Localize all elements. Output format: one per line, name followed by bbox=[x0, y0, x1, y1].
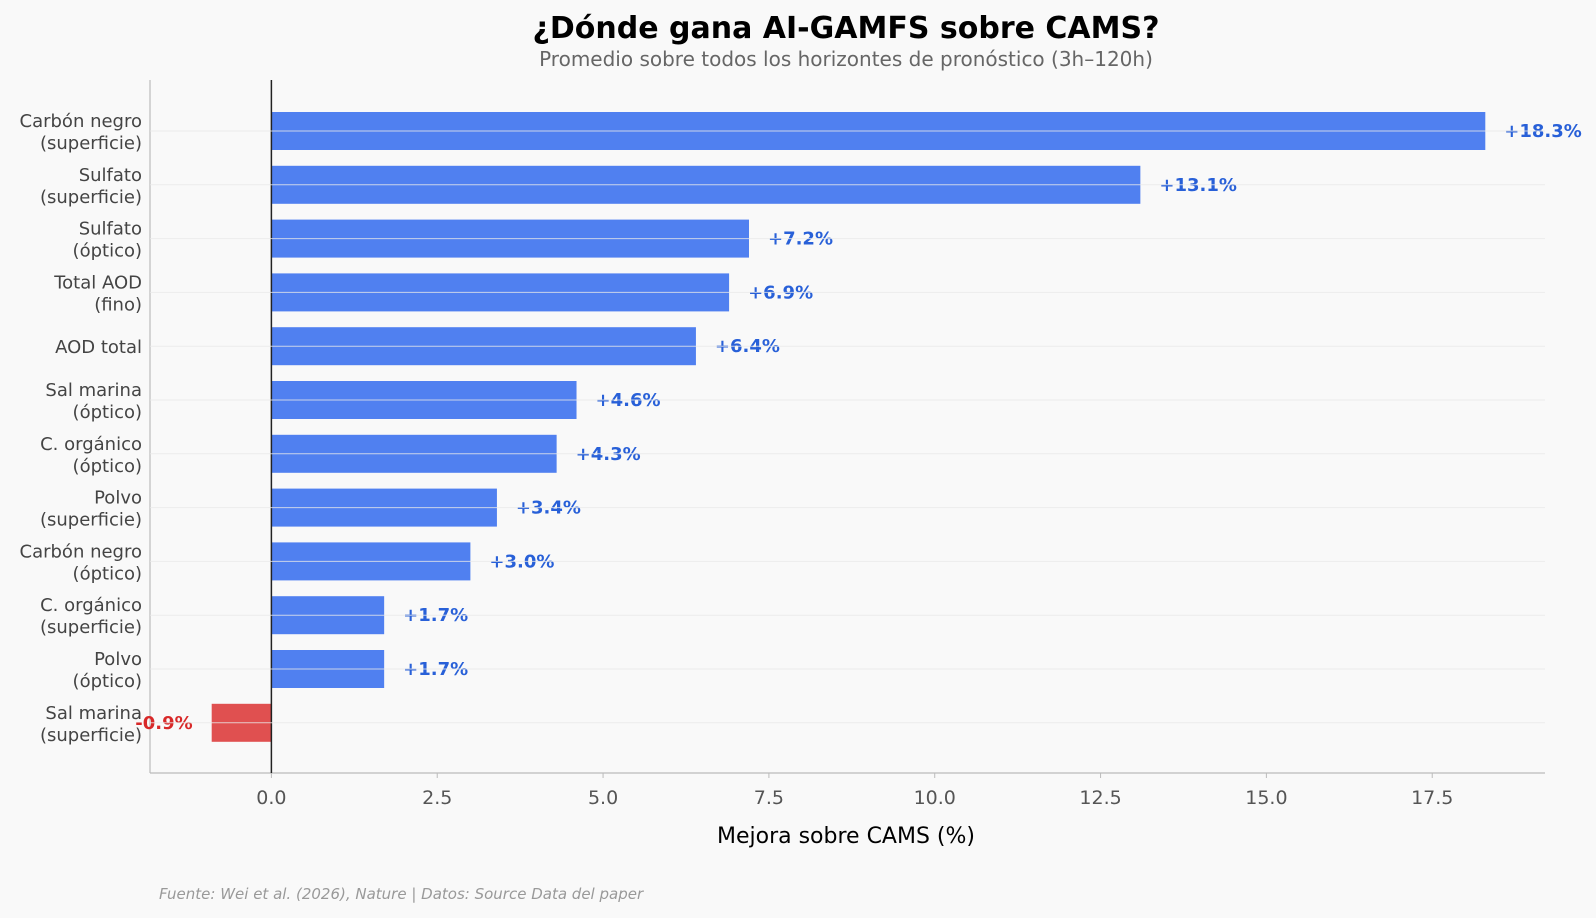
y-tick-label-line: (superficie) bbox=[40, 617, 142, 638]
y-tick-label: Carbón negro (óptico) bbox=[20, 541, 143, 584]
y-tick-label: Sal marina (óptico) bbox=[45, 380, 142, 423]
y-tick-label-line: Sal marina bbox=[45, 380, 142, 401]
x-tick-label: 5.0 bbox=[588, 787, 618, 809]
x-tick-label: 0.0 bbox=[256, 787, 286, 809]
x-tick-label: 15.0 bbox=[1245, 787, 1287, 809]
y-tick-label-line: (óptico) bbox=[73, 456, 142, 477]
axes bbox=[149, 80, 1545, 774]
y-tick-label-line: (óptico) bbox=[73, 402, 142, 423]
x-axis-label: Mejora sobre CAMS (%) bbox=[717, 824, 975, 849]
x-tick-label: 7.5 bbox=[754, 787, 784, 809]
bars bbox=[211, 112, 1486, 742]
y-tick-label-line: Sulfato bbox=[79, 165, 142, 186]
source-footer: Fuente: Wei et al. (2026), Nature | Dato… bbox=[159, 885, 644, 903]
y-tick-label: Total AOD (fino) bbox=[53, 272, 142, 315]
y-tick-label-line: (óptico) bbox=[73, 241, 142, 262]
y-tick-label-line: (superficie) bbox=[40, 133, 142, 154]
y-tick-label: Sal marina (superficie) bbox=[40, 703, 142, 746]
y-tick-label-line: C. orgánico bbox=[40, 595, 142, 616]
chart-subtitle: Promedio sobre todos los horizontes de p… bbox=[539, 47, 1153, 71]
y-tick-label-line: (óptico) bbox=[73, 671, 142, 692]
y-tick-label: Sulfato (superficie) bbox=[40, 165, 142, 208]
y-tick-label-line: (superficie) bbox=[40, 725, 142, 746]
grid-lines bbox=[150, 130, 1545, 724]
y-tick-label: Sulfato (óptico) bbox=[73, 219, 142, 262]
y-tick-label: C. orgánico (superficie) bbox=[40, 595, 142, 638]
y-tick-label-line: C. orgánico bbox=[40, 434, 142, 455]
x-tick-labels: 0.0 2.5 5.0 7.5 10.0 12.5 15.0 17.5 bbox=[256, 773, 1453, 809]
x-tick-label: 17.5 bbox=[1411, 787, 1453, 809]
y-tick-label-line: Polvo bbox=[94, 649, 142, 670]
y-tick-label-line: (óptico) bbox=[73, 563, 142, 584]
y-tick-label: C. orgánico (óptico) bbox=[40, 434, 142, 477]
x-tick-label: 2.5 bbox=[422, 787, 452, 809]
value-labels: +18.3%+13.1%+7.2%+6.9%+6.4%+4.6%+4.3%+3.… bbox=[135, 121, 1582, 734]
y-tick-label-line: (fino) bbox=[94, 294, 142, 315]
y-tick-label-line: Carbón negro bbox=[20, 541, 143, 562]
y-tick-label: AOD total bbox=[55, 337, 142, 358]
y-tick-label-line: Polvo bbox=[94, 488, 142, 509]
y-tick-label-line: Carbón negro bbox=[20, 111, 143, 132]
y-tick-label: Polvo (óptico) bbox=[73, 649, 142, 692]
y-tick-label-line: (superficie) bbox=[40, 187, 142, 208]
y-tick-label-line: Sal marina bbox=[45, 703, 142, 724]
y-tick-label: Carbón negro (superficie) bbox=[20, 111, 143, 154]
y-tick-label: Polvo (superficie) bbox=[40, 488, 142, 531]
y-tick-label-line: Total AOD bbox=[53, 272, 142, 293]
y-tick-label-line: (superficie) bbox=[40, 510, 142, 531]
x-tick-label: 12.5 bbox=[1079, 787, 1121, 809]
x-tick-label: 10.0 bbox=[914, 787, 956, 809]
chart-title: ¿Dónde gana AI-GAMFS sobre CAMS? bbox=[533, 11, 1160, 46]
y-tick-label-line: Sulfato bbox=[79, 219, 142, 240]
y-tick-labels: Carbón negro (superficie)Sulfato (superfic… bbox=[20, 111, 143, 746]
